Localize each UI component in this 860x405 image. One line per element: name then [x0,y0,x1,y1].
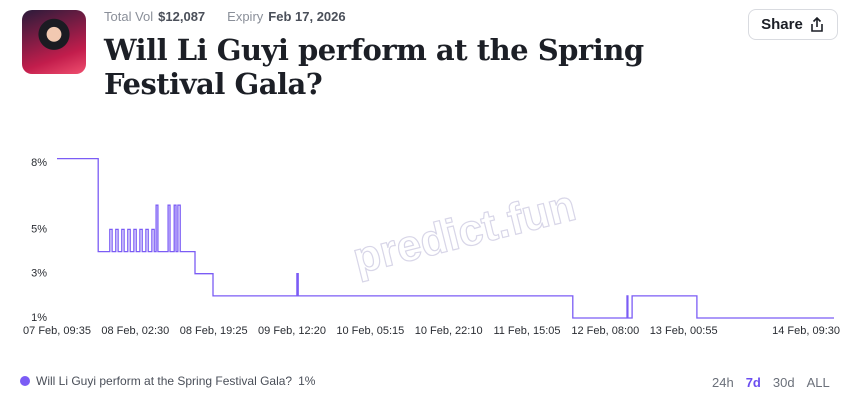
y-tick-label: 8% [31,157,47,169]
watermark: predict.fun [348,181,580,284]
timeframe-tab[interactable]: 24h [712,375,734,390]
x-tick-label: 10 Feb, 22:10 [415,325,483,337]
timeframe-tab[interactable]: 30d [772,375,795,390]
timeframe-tabs: 24h 7d 30d ALL [712,375,830,390]
y-tick-label: 5% [31,223,47,235]
x-tick-label: 09 Feb, 12:20 [258,325,326,337]
x-tick-label: 13 Feb, 00:55 [650,325,718,337]
y-tick-label: 3% [31,268,47,280]
share-button[interactable]: Share [748,9,838,40]
market-meta: Total Vol $12,087 Expiry Feb 17, 2026 [104,9,368,24]
x-tick-label: 08 Feb, 19:25 [180,325,248,337]
label: Expiry [227,9,264,24]
x-tick-label: 10 Feb, 05:15 [336,325,404,337]
timeframe-tab[interactable]: ALL [806,375,830,390]
legend-current: 1% [298,374,316,388]
value: $12,087 [158,9,206,24]
legend-swatch [20,376,30,386]
x-tick-label: 14 Feb, 09:30 [772,325,840,337]
y-tick-label: 1% [31,312,47,324]
series-line [57,157,834,319]
x-tick-label: 11 Feb, 15:05 [493,325,560,337]
market-title: Will Li Guyi perform at the Spring Festi… [104,33,644,101]
x-tick-label: 08 Feb, 02:30 [101,325,169,337]
x-tick-label: 12 Feb, 08:00 [571,325,639,337]
share-icon [811,16,823,32]
share-label: Share [761,16,803,33]
legend: Will Li Guyi perform at the Spring Festi… [20,374,315,388]
legend-label: Will Li Guyi perform at the Spring Festi… [36,374,293,388]
label: Total Vol [104,9,154,24]
chart: predict.fun 1% 3% 5% 8% 07 Feb, 09:35 08 Feb,… [23,157,840,337]
avatar [22,10,86,74]
value: Feb 17, 2026 [268,9,346,24]
timeframe-tab[interactable]: 7d [745,375,761,390]
x-tick-label: 07 Feb, 09:35 [23,325,91,337]
